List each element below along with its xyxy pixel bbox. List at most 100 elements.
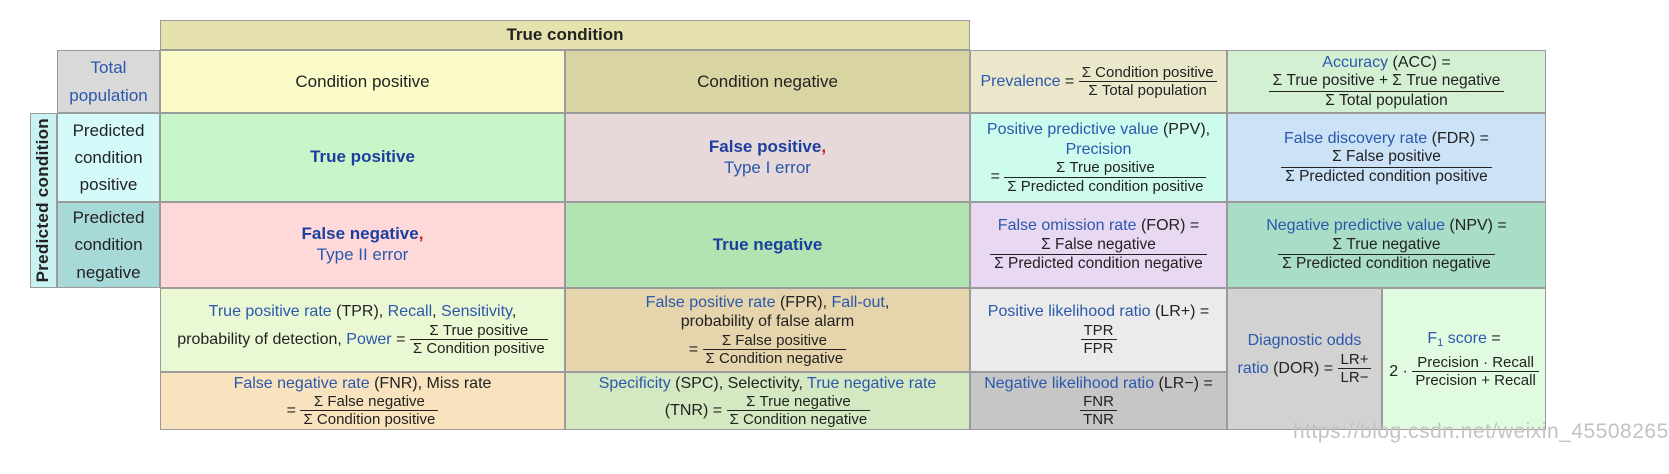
fraction-numerator: Σ False negative [300, 393, 439, 412]
fraction-denominator: LR− [1340, 369, 1369, 387]
power-link[interactable]: Power [346, 330, 392, 348]
ppv-link[interactable]: Positive predictive value [986, 121, 1159, 139]
true-negative-link[interactable]: True negative [712, 234, 823, 254]
fraction-numerator: Σ True positive [1004, 159, 1207, 178]
tnr-cell: Specificity (SPC), Selectivity, True neg… [565, 372, 970, 430]
fnr-cell: False negative rate (FNR), Miss rate = Σ… [160, 372, 565, 430]
predicted-positive-label: Predicted condition positive [72, 120, 145, 195]
tpr-formula: probability of detection, Power = Σ True… [177, 322, 548, 358]
accuracy-cell: Accuracy (ACC) = Σ True positive + Σ Tru… [1227, 50, 1546, 113]
true-negative-cell: True negative [565, 202, 970, 288]
comma: , [418, 224, 424, 244]
lr-plus-cell: Positive likelihood ratio (LR+) = TPR FPR [970, 288, 1227, 372]
fraction-numerator: Σ True negative [726, 393, 871, 412]
for-link[interactable]: False omission rate [997, 217, 1137, 235]
accuracy-rest: (ACC) = [1388, 53, 1451, 71]
fnr-title: False negative rate (FNR), Miss rate [234, 374, 492, 394]
fnr-link[interactable]: False negative rate [233, 374, 370, 392]
lr-minus-link[interactable]: Negative likelihood ratio [984, 374, 1155, 392]
fraction-denominator: Σ Condition negative [729, 411, 868, 429]
true-condition-header: True condition [160, 20, 970, 50]
condition-positive-label: Condition positive [295, 71, 430, 91]
fallout-link[interactable]: Fall-out [831, 293, 885, 311]
tnr-formula: (TNR) = Σ True negative Σ Condition negat… [665, 393, 871, 429]
npv-link[interactable]: Negative predictive value [1266, 217, 1445, 235]
accuracy-link[interactable]: Accuracy [1322, 53, 1389, 71]
fraction-denominator: Σ Condition positive [412, 340, 545, 358]
fraction-denominator: FPR [1083, 340, 1114, 358]
lr-plus-t: (LR+) = [1150, 303, 1210, 321]
prevalence-link[interactable]: Prevalence [980, 72, 1061, 90]
fraction-numerator: Precision · Recall [1412, 354, 1539, 373]
specificity-link[interactable]: Specificity [598, 374, 671, 392]
f1-score-link[interactable]: F1 score [1427, 329, 1487, 349]
f1-cell: F1 score = 2 · Precision · Recall Precisi… [1382, 288, 1546, 430]
fraction-denominator: TNR [1083, 411, 1114, 429]
comma: , [432, 303, 442, 321]
tpr-fraction: Σ True positive Σ Condition positive [409, 322, 548, 358]
fnr-formula: = Σ False negative Σ Condition positive [287, 393, 439, 429]
fraction-numerator: Σ True positive + Σ True negative [1268, 72, 1505, 92]
for-cell: False omission rate (FOR) = Σ False nega… [970, 202, 1227, 288]
fraction-denominator: Σ Predicted condition positive [1007, 177, 1204, 195]
fdr-title: False discovery rate (FDR) = [1284, 129, 1489, 149]
f1-title: F1 score = [1427, 329, 1500, 350]
lr-plus-link[interactable]: Positive likelihood ratio [987, 303, 1151, 321]
tnr-fraction: Σ True negative Σ Condition negative [726, 393, 871, 429]
predicted-positive-header: Predicted condition positive [57, 113, 160, 202]
fraction-numerator: Σ Condition positive [1078, 64, 1217, 82]
fpr-link[interactable]: False positive rate [645, 293, 776, 311]
npv-title: Negative predictive value (NPV) = [1266, 216, 1507, 236]
comma: , [511, 303, 517, 321]
equals-sign: = [1486, 329, 1501, 347]
condition-negative-header: Condition negative [565, 50, 970, 113]
f1-formula: 2 · Precision · Recall Precision + Recall [1389, 354, 1539, 390]
sensitivity-link[interactable]: Sensitivity [441, 303, 512, 321]
false-negative-link[interactable]: False negative [301, 224, 419, 244]
dor-link-line1[interactable]: Diagnostic odds [1247, 332, 1362, 350]
comma: , [821, 136, 827, 156]
npv-rest: (NPV) = [1444, 217, 1507, 235]
fraction-numerator: Σ True positive [409, 322, 548, 341]
lr-plus-formula: Positive likelihood ratio (LR+) = TPR FPR [975, 302, 1222, 357]
predicted-negative-label: Predicted condition negative [72, 208, 145, 282]
fdr-cell: False discovery rate (FDR) = Σ False pos… [1227, 113, 1546, 202]
dor-formula: ratio (DOR) = LR+ LR− [1238, 351, 1372, 387]
fraction-denominator: Precision + Recall [1415, 372, 1536, 390]
fpr-formula: = Σ False positive Σ Condition negative [689, 332, 847, 368]
true-positive-link[interactable]: True positive [310, 147, 415, 167]
accuracy-fraction: Σ True positive + Σ True negative Σ Total… [1268, 72, 1505, 110]
recall-link[interactable]: Recall [387, 303, 433, 321]
lr-minus-fraction: FNR TNR [1080, 393, 1117, 429]
fraction-denominator: Σ Total population [1325, 91, 1448, 109]
fdr-fraction: Σ False positive Σ Predicted condition po… [1281, 148, 1492, 186]
accuracy-title: Accuracy (ACC) = [1322, 53, 1450, 73]
fnr-fraction: Σ False negative Σ Condition positive [300, 393, 439, 429]
fraction-numerator: LR+ [1337, 351, 1372, 370]
dor-title: Diagnostic odds [1248, 331, 1362, 351]
type-2-error-link[interactable]: Type II error [316, 245, 409, 264]
tnr-link[interactable]: True negative rate [807, 374, 937, 392]
lr-minus-formula: Negative likelihood ratio (LR−) = FNR TNR [975, 374, 1222, 429]
fraction-denominator: Σ Condition positive [303, 411, 436, 429]
tpr-t1: (TPR), [331, 303, 388, 321]
fdr-link[interactable]: False discovery rate [1284, 129, 1428, 147]
precision-link[interactable]: Precision [1065, 140, 1132, 158]
prevalence-formula: Prevalence = Σ Condition positive Σ Total… [980, 64, 1217, 100]
dor-link-line2[interactable]: ratio [1237, 359, 1269, 377]
fdr-rest: (FDR) = [1427, 129, 1489, 147]
type-1-error-line: Type I error [724, 158, 811, 179]
false-positive-link[interactable]: False positive [708, 136, 822, 156]
tpr-link[interactable]: True positive rate [208, 303, 332, 321]
total-population-link[interactable]: Total population [69, 58, 148, 105]
fpr-t2: probability of false alarm [680, 313, 855, 331]
type-2-error-line: Type II error [317, 245, 409, 266]
predicted-negative-header: Predicted condition negative [57, 202, 160, 288]
ppv-mid: (PPV), [1158, 121, 1211, 139]
f1-fraction: Precision · Recall Precision + Recall [1412, 354, 1539, 390]
fpr-title: False positive rate (FPR), Fall-out, [646, 293, 890, 313]
fraction-numerator: FNR [1080, 393, 1117, 412]
condition-positive-header: Condition positive [160, 50, 565, 113]
type-1-error-link[interactable]: Type I error [724, 157, 811, 177]
predicted-condition-label: Predicted condition [33, 118, 53, 283]
